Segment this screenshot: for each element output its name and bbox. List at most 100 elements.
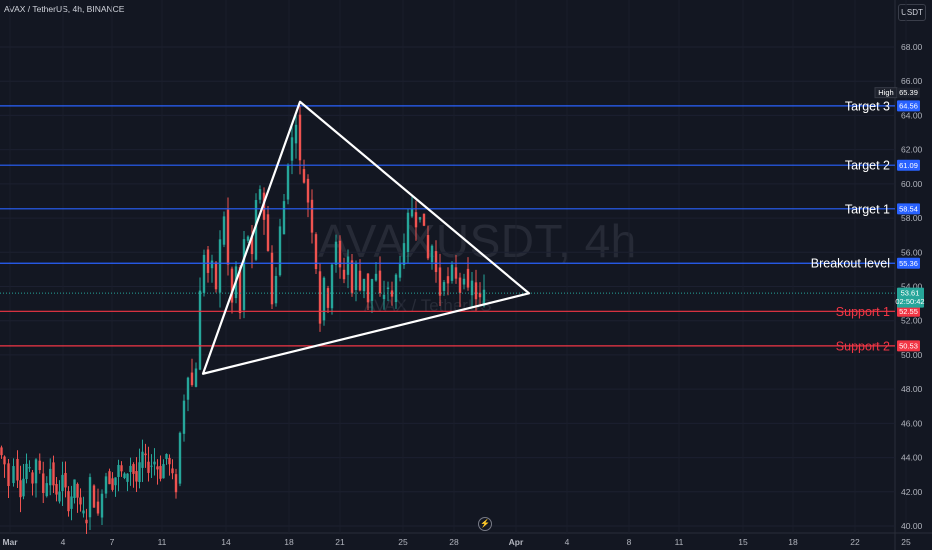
candle-body xyxy=(85,519,88,524)
candle-body xyxy=(79,497,82,505)
candle-body xyxy=(38,460,41,471)
last-price-countdown: 02:50:42 xyxy=(895,297,924,306)
last-price-tag xyxy=(897,287,924,308)
candle-body xyxy=(254,200,258,260)
candle-body xyxy=(19,480,22,498)
candle-body xyxy=(394,274,398,303)
candle-body xyxy=(470,280,474,296)
candle-body xyxy=(298,114,302,161)
candle-body xyxy=(64,472,67,488)
currency-button[interactable]: USDT xyxy=(898,4,926,21)
candle-body xyxy=(258,189,262,200)
candle-body xyxy=(182,400,186,434)
candle-body xyxy=(274,275,278,304)
x-tick-label: 11 xyxy=(675,537,684,547)
x-tick-label: Apr xyxy=(509,537,524,547)
symbol-title: AVAX / TetherUS, 4h, BINANCE xyxy=(4,4,125,14)
x-tick-label: 4 xyxy=(565,537,570,547)
candle-body xyxy=(88,477,92,518)
candle-body xyxy=(132,464,135,474)
x-tick-label: 22 xyxy=(850,537,860,547)
level-price-tag xyxy=(897,100,920,112)
level-price-tag xyxy=(897,305,920,317)
candle-body xyxy=(61,474,64,492)
candle-body xyxy=(266,214,270,251)
watermark-ticker: AVAXUSDT, 4h xyxy=(318,215,637,267)
candle-body xyxy=(104,476,108,494)
candle-body xyxy=(218,239,222,293)
candle-body xyxy=(16,458,19,481)
x-tick-label: 14 xyxy=(221,537,231,547)
candle-body xyxy=(76,483,79,498)
candle-body xyxy=(178,432,182,484)
candle-body xyxy=(49,468,52,486)
candle-body xyxy=(34,459,38,484)
candle-body xyxy=(7,463,10,487)
candle-body xyxy=(290,137,294,161)
high-badge-value: 65.39 xyxy=(899,88,918,97)
candle-body xyxy=(58,491,61,502)
level-price-tag xyxy=(897,257,920,269)
candle-body xyxy=(378,270,382,294)
y-tick-label: 48.00 xyxy=(901,384,923,394)
level-price-tag-text: 50.53 xyxy=(899,342,918,351)
candle-body xyxy=(438,267,442,296)
candle-body xyxy=(194,368,198,387)
candle-body xyxy=(25,463,28,480)
candle-body xyxy=(446,276,450,284)
candle-body xyxy=(222,216,226,245)
time-axis[interactable]: Mar 4 7 11 14 18 21 25 28 Apr 4 8 11 15 18 22 25 xyxy=(2,537,911,547)
level-label: Target 1 xyxy=(845,202,890,216)
candle-body xyxy=(190,372,194,386)
price-axis[interactable]: 68.00 66.00 64.00 62.00 60.00 58.00 56.00 54.00… xyxy=(874,42,925,531)
candle-body xyxy=(171,468,174,474)
candle-body xyxy=(430,245,434,263)
candle-body xyxy=(306,178,310,203)
y-tick-label: 44.00 xyxy=(901,453,923,463)
level-label: Support 2 xyxy=(836,339,890,353)
candle-body xyxy=(450,264,454,281)
x-tick-label: 25 xyxy=(901,537,911,547)
candle-body xyxy=(67,491,70,512)
x-tick-label: Mar xyxy=(2,537,18,547)
x-tick-label: 4 xyxy=(61,537,66,547)
y-tick-label: 40.00 xyxy=(901,521,923,531)
candle-body xyxy=(100,493,104,518)
candle-body xyxy=(458,277,462,293)
candle-body xyxy=(418,217,422,220)
candle-body xyxy=(156,466,159,470)
candle-body xyxy=(0,447,3,456)
y-tick-label: 60.00 xyxy=(901,179,923,189)
level-lines: Target 3 Target 2 Target 1 Breakout level Su… xyxy=(0,99,895,353)
candle-body xyxy=(28,467,31,469)
candle-body xyxy=(350,260,354,294)
candle-body xyxy=(150,465,153,467)
candle-body xyxy=(358,270,362,291)
candle-body xyxy=(366,273,370,303)
candle-body xyxy=(318,271,322,324)
candles xyxy=(0,105,486,535)
level-price-tag xyxy=(897,203,920,215)
candle-body xyxy=(322,277,326,321)
y-tick-label: 62.00 xyxy=(901,145,923,155)
candle-body xyxy=(310,199,314,233)
level-price-tag-text: 61.09 xyxy=(899,161,918,170)
candle-body xyxy=(270,252,274,305)
level-price-tag-text: 58.54 xyxy=(899,205,918,214)
candle-body xyxy=(111,478,114,490)
candle-body xyxy=(92,485,96,508)
candle-body xyxy=(286,164,290,200)
y-tick-label: 50.00 xyxy=(901,350,923,360)
candle-body xyxy=(42,473,45,493)
candle-body xyxy=(406,212,410,252)
x-tick-label: 11 xyxy=(158,537,167,547)
candle-body xyxy=(242,239,246,310)
candle-body xyxy=(434,251,438,273)
high-badge-label: High xyxy=(878,88,893,97)
x-tick-label: 8 xyxy=(627,537,632,547)
candle-body xyxy=(346,256,350,275)
x-tick-label: 25 xyxy=(398,537,408,547)
lightning-icon[interactable]: ⚡ xyxy=(478,517,492,531)
